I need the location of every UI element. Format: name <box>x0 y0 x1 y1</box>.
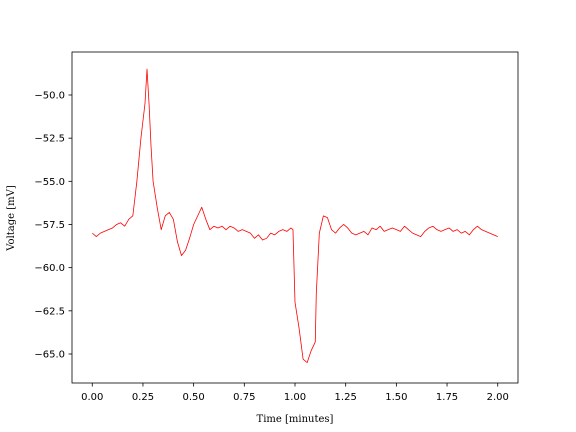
x-tick-label: 2.00 <box>487 392 509 403</box>
x-axis-label: Time [minutes] <box>257 414 334 425</box>
plot-frame <box>71 51 519 384</box>
y-tick-label: −55.0 <box>34 177 65 188</box>
x-tick-label: 0.75 <box>233 392 255 403</box>
x-tick-label: 1.75 <box>436 392 458 403</box>
y-tick-label: −65.0 <box>34 349 65 360</box>
y-tick-label: −60.0 <box>34 263 65 274</box>
x-tick-label: 1.25 <box>335 392 357 403</box>
y-tick-label: −57.5 <box>34 220 65 231</box>
x-tick-label: 0.25 <box>132 392 154 403</box>
x-tick-label: 0.50 <box>183 392 205 403</box>
data-line <box>92 68 498 364</box>
x-tick-label: 0.00 <box>81 392 103 403</box>
y-tick-label: −52.5 <box>34 134 65 145</box>
x-tick-label: 1.00 <box>284 392 306 403</box>
x-tick-label: 1.50 <box>385 392 407 403</box>
y-axis-label: Voltage [mV] <box>6 185 17 252</box>
y-tick-label: −50.0 <box>34 90 65 101</box>
y-tick-label: −62.5 <box>34 306 65 317</box>
